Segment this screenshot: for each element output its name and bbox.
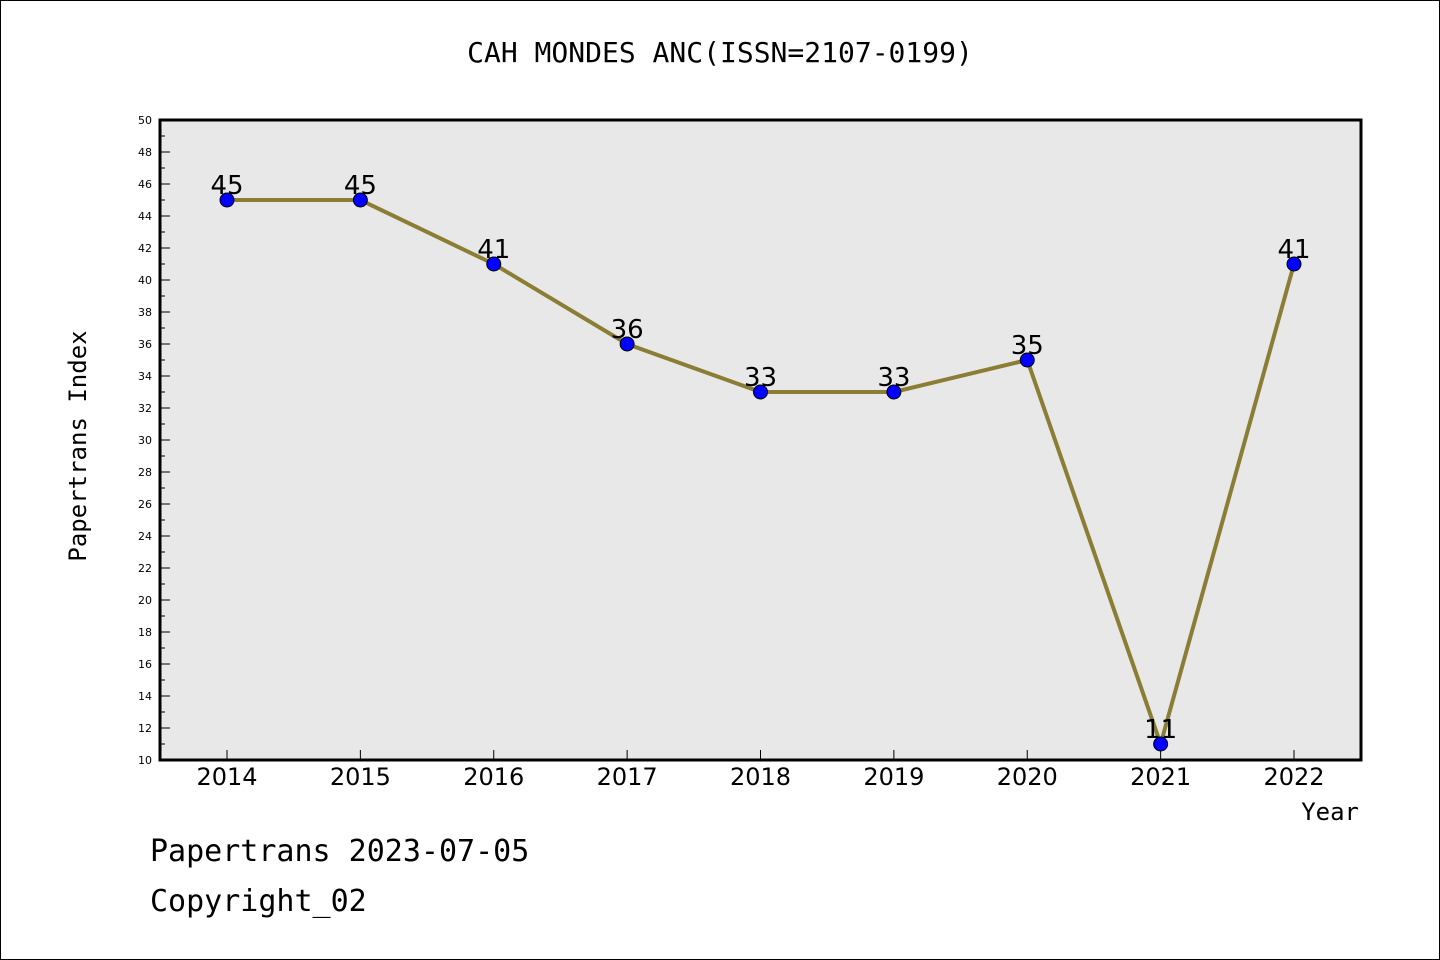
data-label: 45 xyxy=(210,171,243,201)
data-point xyxy=(219,192,235,208)
x-tick-label: 2014 xyxy=(196,763,257,791)
data-label: 33 xyxy=(877,363,910,393)
x-axis-label: Year xyxy=(1301,798,1359,826)
y-tick-label: 18 xyxy=(138,626,152,639)
data-point xyxy=(1019,352,1035,368)
footer-source: Papertrans 2023-07-05 xyxy=(150,834,530,869)
data-point xyxy=(1286,256,1302,272)
y-axis-label: Papertrans Index xyxy=(64,330,92,561)
x-tick-label: 2021 xyxy=(1130,763,1191,791)
y-tick-label: 48 xyxy=(138,146,152,159)
x-axis: 2014 2015 2016 2017 2018 2019 2020 2021 2022 xyxy=(196,750,1325,791)
y-tick-label: 40 xyxy=(138,274,152,287)
data-label: 41 xyxy=(477,235,510,265)
data-label: 33 xyxy=(744,363,777,393)
y-tick-label: 50 xyxy=(138,114,152,127)
y-tick-label: 24 xyxy=(138,530,152,543)
y-tick-label: 46 xyxy=(138,178,152,191)
x-tick-label: 2016 xyxy=(463,763,524,791)
data-label: 45 xyxy=(344,171,377,201)
chart-title: CAH MONDES ANC(ISSN=2107-0199) xyxy=(467,36,973,69)
y-tick-label: 44 xyxy=(138,210,152,223)
y-tick-label: 20 xyxy=(138,594,152,607)
x-tick-label: 2019 xyxy=(863,763,924,791)
y-tick-label: 12 xyxy=(138,722,152,735)
footer-copyright: Copyright_02 xyxy=(150,884,367,919)
y-tick-label: 14 xyxy=(138,690,152,703)
x-tick-label: 2020 xyxy=(997,763,1058,791)
data-label: 35 xyxy=(1011,331,1044,361)
y-tick-label: 10 xyxy=(138,754,152,767)
data-point xyxy=(1153,736,1169,752)
y-tick-label: 30 xyxy=(138,434,152,447)
y-tick-label: 26 xyxy=(138,498,152,511)
x-tick-label: 2015 xyxy=(330,763,391,791)
y-tick-label: 42 xyxy=(138,242,152,255)
series-layer: 45 45 41 36 33 33 35 11 41 xyxy=(210,171,1311,752)
data-label: 11 xyxy=(1144,715,1177,745)
data-label: 36 xyxy=(611,315,644,345)
y-tick-label: 16 xyxy=(138,658,152,671)
plot-border xyxy=(158,118,1363,762)
y-tick-label: 28 xyxy=(138,466,152,479)
data-point xyxy=(486,256,502,272)
x-tick-label: 2018 xyxy=(730,763,791,791)
plot-area xyxy=(160,120,1361,760)
data-point xyxy=(753,384,768,400)
data-point xyxy=(619,336,635,352)
data-label: 41 xyxy=(1277,235,1310,265)
x-tick-label: 2022 xyxy=(1263,763,1324,791)
y-tick-label: 34 xyxy=(138,370,152,383)
y-tick-label: 32 xyxy=(138,402,152,415)
x-tick-label: 2017 xyxy=(597,763,658,791)
y-tick-label: 38 xyxy=(138,306,152,319)
data-point xyxy=(352,192,368,208)
y-tick-label: 36 xyxy=(138,338,152,351)
y-tick-label: 22 xyxy=(138,562,152,575)
data-point xyxy=(886,384,902,400)
y-axis: 10 12 14 16 18 20 22 24 26 28 30 32 34 36 38 40 42 44 46 48… xyxy=(138,114,170,767)
